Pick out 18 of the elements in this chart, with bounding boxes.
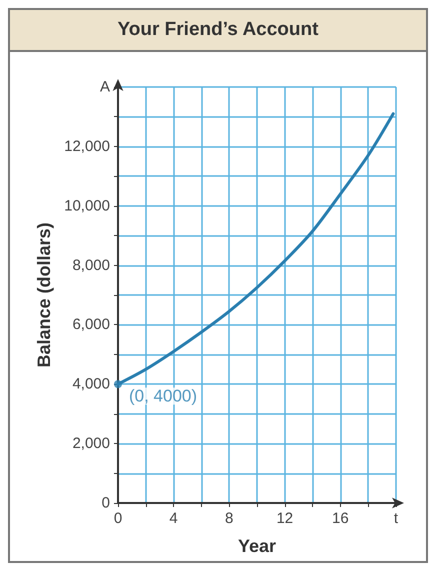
y-tick-label: 0 [102,494,110,512]
x-axis-title: Year [238,536,276,556]
y-tick-label: 2,000 [72,435,110,452]
x-tick-label: t [394,510,399,527]
y-tick-label: 10,000 [64,197,110,214]
x-tick-label: 8 [225,510,234,527]
y-tick-label: 6,000 [72,316,110,334]
x-tick-label: 4 [169,510,178,527]
x-tick-label: 16 [332,510,349,527]
y-tick-label: 4,000 [72,376,110,393]
y-tick-label: 8,000 [72,256,110,274]
y-tick-label: 12,000 [64,138,110,155]
chart-title: Your Friend’s Account [10,10,426,52]
y-tick-label: A [100,78,110,96]
x-tick-label: 0 [114,510,122,527]
x-tick-label: 12 [276,510,294,527]
y-axis-title: Balance (dollars) [34,222,54,368]
annotation: (0, 4000) [129,386,198,406]
